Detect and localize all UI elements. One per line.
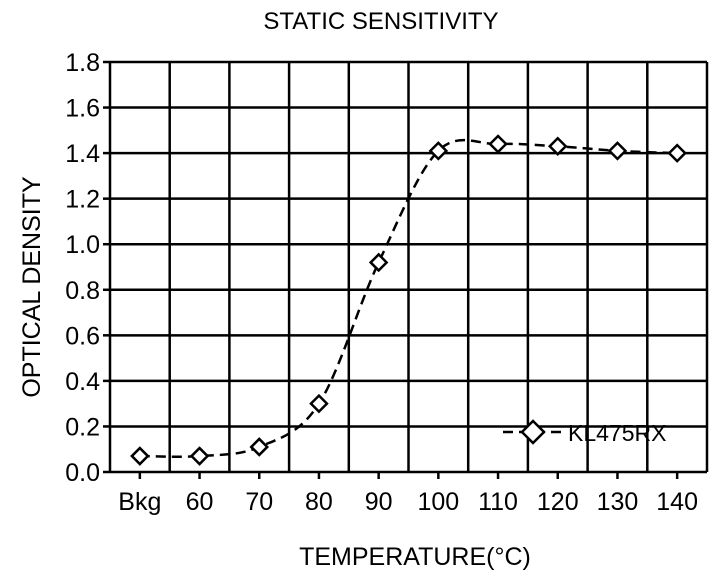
y-tick-label: 1.8	[65, 49, 100, 77]
x-tick-label: 70	[245, 488, 273, 516]
x-axis-ticks: Bkg 60 70 80 90 100 110 120 130 140	[118, 472, 698, 516]
x-tick-label: 100	[417, 488, 459, 516]
data-point-marker	[490, 136, 506, 152]
y-tick-label: 1.0	[65, 231, 100, 259]
data-point-marker	[669, 145, 685, 161]
legend-label: KL475RX	[568, 420, 666, 446]
data-point-marker	[311, 396, 327, 412]
chart-grid	[110, 62, 707, 472]
x-tick-label: 60	[186, 488, 214, 516]
data-point-marker	[609, 143, 625, 159]
x-tick-label: 90	[365, 488, 393, 516]
y-tick-label: 0.0	[65, 459, 100, 487]
y-tick-label: 1.2	[65, 186, 100, 214]
x-tick-label: 130	[597, 488, 639, 516]
y-tick-label: 1.4	[65, 140, 100, 168]
x-tick-label: 120	[537, 488, 579, 516]
x-axis-title: TEMPERATURE(°C)	[299, 543, 531, 571]
x-tick-label: 80	[305, 488, 333, 516]
x-tick-label: 110	[478, 488, 518, 516]
chart-title: STATIC SENSITIVITY	[263, 8, 498, 35]
y-tick-label: 1.6	[65, 95, 100, 123]
x-tick-label: Bkg	[118, 488, 161, 516]
data-point-marker	[132, 448, 148, 464]
y-tick-label: 0.6	[65, 322, 100, 350]
y-axis-ticks: 0.0 0.2 0.4 0.6 0.8 1.0 1.2 1.4 1.6 1.8	[65, 49, 110, 487]
data-point-marker	[371, 254, 387, 270]
x-tick-label: 140	[656, 488, 698, 516]
data-point-marker	[251, 439, 267, 455]
legend-diamond-marker	[522, 421, 544, 443]
y-tick-label: 0.2	[65, 413, 100, 441]
data-point-marker	[192, 448, 208, 464]
y-axis-title: OPTICAL DENSITY	[18, 176, 46, 398]
y-tick-label: 0.8	[65, 277, 100, 305]
y-tick-label: 0.4	[65, 368, 100, 396]
